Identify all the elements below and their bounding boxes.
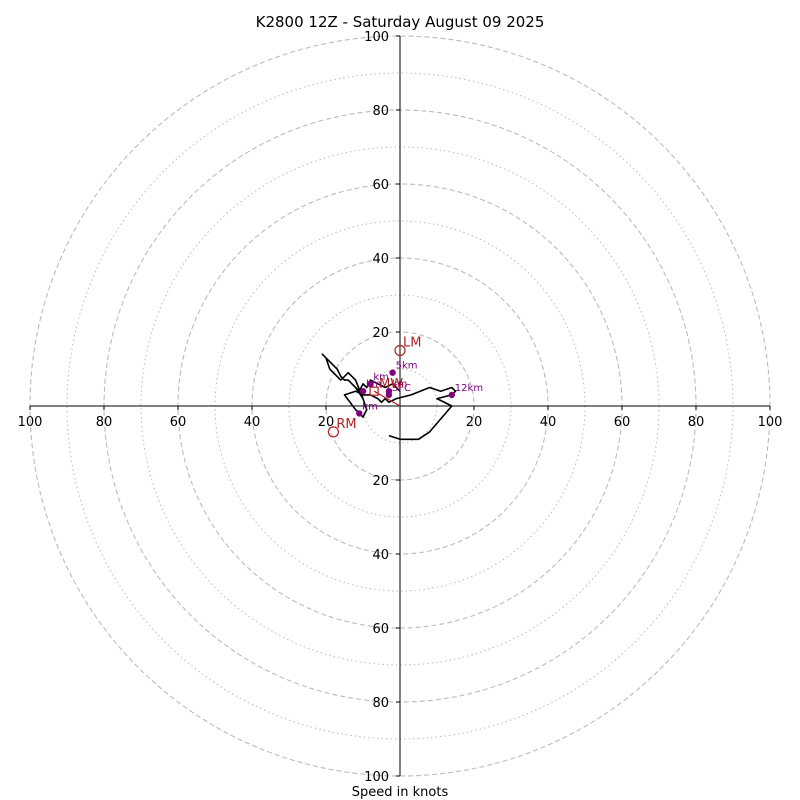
tick-label-top-60: 60: [372, 178, 389, 193]
tick-label-top-80: 80: [372, 104, 389, 119]
tick-label-right-100: 100: [758, 415, 783, 430]
height-marker-1: [448, 391, 455, 399]
tick-label-left-20: 20: [318, 415, 335, 430]
height-label-6: SFC: [392, 383, 411, 394]
tick-label-left-40: 40: [244, 415, 261, 430]
tick-label-right-40: 40: [540, 415, 557, 430]
height-label-5: km: [362, 401, 378, 412]
height-label-2: km: [392, 379, 408, 390]
tick-label-top-20: 20: [372, 326, 389, 341]
tick-label-bottom-60: 60: [372, 622, 389, 637]
mean-wind-label: MW: [379, 377, 403, 392]
tick-label-bottom-100: 100: [364, 770, 389, 785]
tick-label-bottom-40: 40: [372, 548, 389, 563]
tick-label-bottom-20: 20: [372, 474, 389, 489]
height-label-1: 12km: [455, 383, 483, 394]
height-marker-0: [389, 369, 396, 376]
hodograph-line: [321, 353, 457, 441]
tick-label-right-80: 80: [688, 415, 705, 430]
x-axis-label: Speed in knots: [352, 785, 449, 800]
mean-wind-marker: [369, 386, 379, 396]
tick-label-left-80: 80: [96, 415, 113, 430]
storm-motion-label-0: LM: [403, 336, 421, 351]
storm-motion-markers: LM RM MW: [327, 336, 421, 438]
storm-motion-marker-1: [327, 426, 339, 438]
height-label-0: 5km: [396, 361, 418, 372]
storm-motion-label-1: RM: [336, 417, 356, 432]
height-marker-4: [359, 388, 367, 395]
height-label-4: km: [366, 379, 382, 390]
storm-motion-marker-0: [394, 344, 406, 357]
tick-label-left-60: 60: [170, 415, 187, 430]
tick-label-left-100: 100: [18, 415, 43, 430]
chart-title: K2800 12Z - Saturday August 09 2025: [256, 13, 545, 31]
height-marker-3: [367, 380, 374, 387]
tick-label-top-40: 40: [372, 252, 389, 267]
tick-label-right-20: 20: [466, 415, 483, 430]
height-label-3: km: [373, 372, 389, 383]
tick-labels: 20 20 20 20 40 40 40 40 60 60 60 60 80 80 80 80 100 100 10…: [18, 30, 783, 785]
tick-label-right-60: 60: [614, 415, 631, 430]
height-marker-5: [356, 410, 363, 417]
tick-label-top-100: 100: [364, 30, 389, 45]
height-marker-6: [385, 391, 393, 399]
hodograph-trace: [321, 353, 457, 441]
tick-label-bottom-80: 80: [372, 696, 389, 711]
